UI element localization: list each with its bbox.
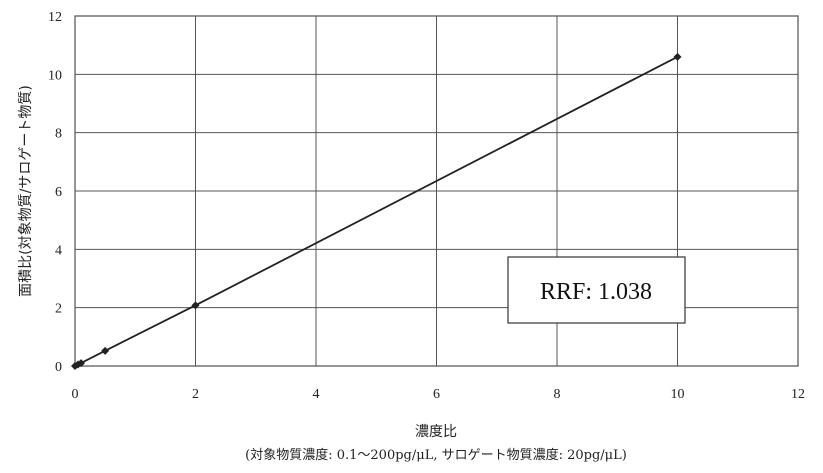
data-point: [191, 301, 200, 310]
data-point: [101, 346, 110, 355]
rrf-annotation: RRF: 1.038: [540, 279, 652, 305]
x-axis-note: (対象物質濃度: 0.1～200pg/μL, サロゲート物質濃度: 20pg/μ…: [245, 447, 627, 463]
x-axis-label: 濃度比: [415, 424, 457, 440]
x-tick-label: 2: [192, 387, 199, 402]
y-tick-label: 6: [55, 185, 62, 200]
x-tick-label: 6: [433, 387, 440, 402]
y-tick-label: 10: [48, 68, 62, 83]
data-series: [71, 52, 682, 370]
y-tick-label: 12: [48, 10, 62, 25]
x-tick-label: 0: [72, 387, 79, 402]
x-tick-label: 8: [554, 387, 561, 402]
y-axis-label: 面積比(対象物質/サロゲート物質): [18, 85, 34, 297]
y-tick-labels: 0 2 4 6 8 10 12: [48, 10, 62, 375]
x-tick-label: 12: [791, 387, 805, 402]
y-tick-label: 0: [55, 360, 62, 375]
x-tick-labels: 0 2 4 6 8 10 12: [72, 387, 806, 402]
y-tick-label: 4: [55, 243, 62, 258]
y-tick-label: 2: [55, 302, 62, 317]
data-point: [673, 52, 682, 61]
x-tick-label: 4: [313, 387, 320, 402]
data-point: [77, 359, 86, 368]
x-tick-label: 10: [671, 387, 685, 402]
y-tick-label: 8: [55, 127, 62, 142]
rrf-annotation-box: RRF: 1.038: [507, 256, 686, 324]
